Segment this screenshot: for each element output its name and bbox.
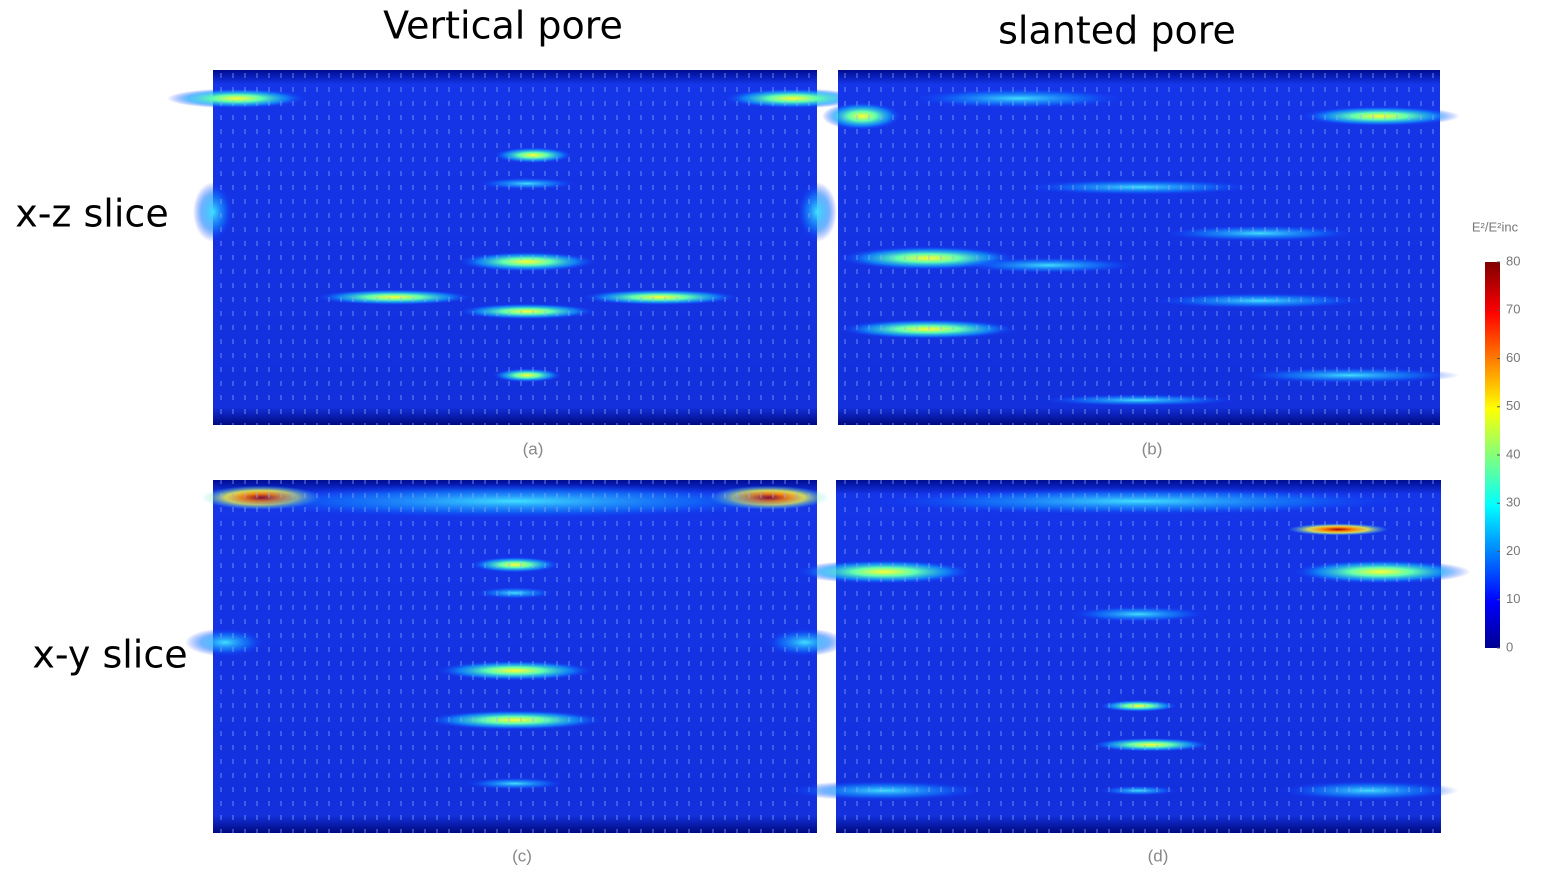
row-label: x-y slice	[32, 633, 187, 677]
colorbar-label: E²/E²inc	[1472, 219, 1519, 234]
colorbar-tick-label: 70	[1506, 302, 1520, 317]
column-title: Vertical pore	[383, 4, 623, 48]
field-arrows	[213, 480, 817, 833]
field-arrows	[213, 70, 817, 425]
heatmap-panel	[167, 70, 863, 425]
colorbar-tick-label: 40	[1506, 446, 1520, 461]
column-title: slanted pore	[998, 9, 1236, 53]
panel-label: (d)	[1148, 846, 1169, 865]
heatmap-panel	[822, 70, 1460, 425]
colorbar-tick-label: 20	[1506, 543, 1520, 558]
heatmap-panel	[185, 480, 845, 833]
colorbar-tick-label: 0	[1506, 639, 1513, 654]
field-arrows	[838, 70, 1440, 425]
colorbar-tick-label: 10	[1506, 591, 1520, 606]
colorbar-tick-label: 30	[1506, 495, 1520, 510]
colorbar	[1485, 262, 1500, 648]
colorbar-tick-label: 60	[1506, 350, 1520, 365]
panel-label: (a)	[523, 439, 544, 458]
field-arrows	[836, 480, 1441, 833]
panel-label: (b)	[1142, 439, 1163, 458]
colorbar-tick-label: 50	[1506, 398, 1520, 413]
heatmap-panel	[784, 480, 1471, 833]
colorbar-tick-label: 80	[1506, 253, 1520, 268]
row-label: x-z slice	[15, 192, 168, 236]
panel-label: (c)	[512, 846, 532, 865]
